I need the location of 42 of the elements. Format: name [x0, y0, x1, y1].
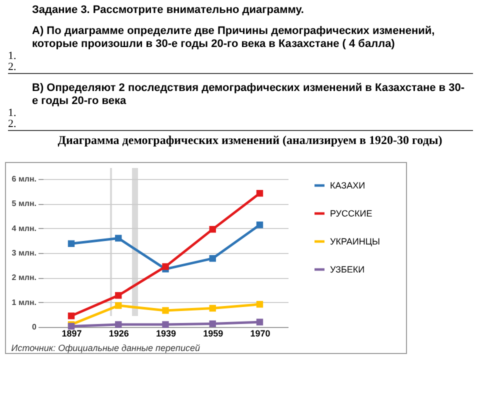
x-tick-label: 1959 [203, 328, 224, 338]
y-tick-label: 4 млн. [12, 224, 36, 233]
point [209, 304, 216, 312]
point [209, 255, 216, 262]
x-tick-label: 1970 [250, 328, 270, 338]
legend-label: УЗБЕКИ [330, 264, 365, 274]
x-tick-label: 1897 [62, 328, 82, 338]
point [115, 302, 122, 309]
point [68, 312, 75, 320]
point [256, 318, 264, 326]
x-tick-label: 1926 [108, 328, 129, 338]
point [256, 300, 264, 308]
y-tick-label: 6 млн. [12, 174, 36, 184]
y-tick-label: 2 млн. [12, 273, 36, 282]
point [209, 320, 216, 328]
x-tick-label: 1939 [156, 328, 176, 338]
legend-label: РУССКИЕ [330, 208, 372, 218]
text: Источник: Официальные данные переписей [11, 343, 200, 353]
text: 2. [8, 118, 473, 131]
y-tick-label: 1 млн. [12, 298, 36, 307]
legend-label: УКРАИНЦЫ [330, 236, 380, 246]
y-tick-label: 5 млн. [12, 199, 36, 208]
point [162, 307, 169, 314]
point [256, 190, 264, 197]
text: А) По диаграмме определите две Причины демографических изменений, которые произошли в 30-е годы 20-го века в Казахстане ( 4 балла) [31, 25, 436, 51]
point [115, 292, 122, 299]
point [115, 234, 122, 242]
text: 1. [8, 50, 18, 62]
point [68, 240, 75, 247]
text: Задание 3. Рассмотрите внимательно диаграмму. [31, 4, 305, 17]
point [162, 263, 169, 270]
text: В) Определяют 2 последствия демографических изменений в Казахстане в 30-е годы 20-го века [31, 82, 466, 108]
point [256, 222, 264, 228]
text: 2. [8, 61, 473, 74]
point [162, 321, 169, 328]
text: 1. [8, 107, 18, 119]
y-tick-label: 3 млн. [12, 248, 36, 258]
y-tick-label: 0 [32, 322, 38, 332]
legend-label: КАЗАХИ [330, 180, 366, 190]
chart-title: Диаграмма демографических изменений (анализируем в 1920-30 годы) [56, 133, 444, 148]
point [115, 321, 122, 328]
point [209, 226, 216, 233]
